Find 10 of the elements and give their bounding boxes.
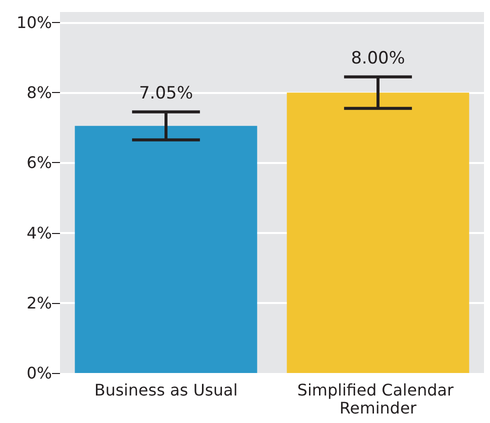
y-tick-label: 10% bbox=[16, 13, 52, 32]
y-tick-label: 6% bbox=[26, 153, 52, 172]
y-tick-label: 0% bbox=[26, 364, 52, 382]
y-tick-label: 8% bbox=[26, 83, 52, 102]
x-tick-label: Business as Usual bbox=[94, 380, 238, 400]
y-tick-label: 4% bbox=[26, 223, 52, 242]
x-tick-label: Simplified Calendar Reminder bbox=[297, 380, 459, 418]
y-tick-label: 2% bbox=[26, 293, 52, 312]
data-label: 8.00% bbox=[350, 48, 406, 68]
data-label: 7.05% bbox=[138, 83, 194, 104]
